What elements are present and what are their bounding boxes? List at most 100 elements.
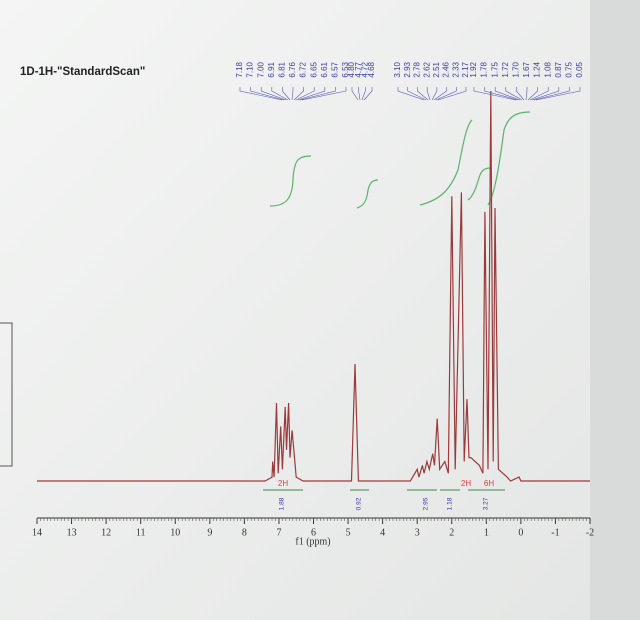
peak-label: 2.33 — [451, 61, 460, 77]
spectrum — [37, 90, 590, 482]
peak-label: 6.72 — [299, 61, 308, 77]
peak-connector — [417, 87, 429, 101]
peak-connector — [297, 87, 326, 101]
peak-connector — [293, 87, 304, 101]
peak-connector — [433, 87, 447, 101]
integral-value: 2.95 — [423, 497, 430, 510]
x-tick-label: 7 — [276, 527, 281, 538]
x-tick-label: 10 — [170, 527, 180, 538]
peak-connector — [516, 87, 525, 101]
peak-label: 2.78 — [413, 61, 422, 77]
peak-label: 1.70 — [512, 61, 521, 77]
peak-connector — [239, 87, 283, 101]
multiplicity-label: 6H — [484, 479, 494, 488]
peak-label: 1.92 — [469, 61, 478, 77]
peak-label: 2.51 — [432, 61, 441, 77]
peak-connector — [358, 87, 361, 101]
integral-curves — [269, 111, 531, 209]
peak-connector — [435, 87, 457, 101]
display — [0, 0, 600, 620]
peak-connector — [533, 87, 570, 101]
peak-label: 0.75 — [565, 61, 574, 77]
peak-connector — [301, 87, 347, 101]
x-tick-label: 4 — [380, 527, 385, 538]
peak-connector — [407, 87, 427, 101]
peak-label: 4.68 — [367, 61, 376, 77]
peak-label: 6.76 — [288, 61, 297, 77]
peak-connector — [260, 87, 287, 101]
peak-label: 2.93 — [403, 61, 412, 77]
peak-connector — [291, 87, 294, 101]
x-tick-label: 1 — [484, 527, 489, 538]
screen-edge — [590, 0, 640, 620]
peak-label: 3.10 — [393, 61, 402, 77]
peak-label: 1.72 — [501, 61, 510, 77]
x-tick-label: -2 — [586, 527, 594, 538]
peak-label: 6.57 — [331, 61, 340, 77]
x-tick-label: 2 — [449, 527, 454, 538]
x-tick-label: 8 — [242, 527, 247, 538]
peak-label: 6.65 — [309, 61, 318, 77]
peak-connector — [535, 87, 581, 101]
peak-connector — [531, 87, 560, 101]
peak-connector — [484, 87, 519, 101]
side-panel — [0, 322, 13, 467]
x-tick-label: 5 — [346, 527, 351, 538]
chart-title: 1D-1H-"StandardScan" — [20, 66, 145, 78]
x-tick-label: -1 — [551, 527, 559, 538]
multiplicity-label: 2H — [278, 479, 288, 488]
peak-label: 0.05 — [575, 61, 584, 77]
peak-label: 4.77 — [354, 61, 363, 77]
x-tick-label: 3 — [415, 527, 420, 538]
peak-connector — [397, 87, 425, 101]
integral-value: 1.18 — [447, 497, 454, 510]
integral-value: 3.27 — [483, 497, 490, 510]
peak-label: 6.61 — [320, 61, 329, 77]
peak-label: 1.08 — [543, 61, 552, 77]
peak-label: 2.62 — [422, 61, 431, 77]
peak-label: 7.18 — [235, 61, 244, 77]
x-tick-label: 0 — [518, 527, 523, 538]
peak-label: 2.17 — [461, 61, 470, 77]
peak-label: 1.75 — [490, 61, 499, 77]
peak-connector — [295, 87, 315, 101]
peak-connector — [271, 87, 289, 101]
x-tick-label: 9 — [207, 527, 212, 538]
peak-label: 1.78 — [480, 61, 489, 77]
peak-label: 4.80 — [347, 61, 356, 77]
peak-label: 2.46 — [442, 61, 451, 77]
peak-connector — [426, 87, 431, 101]
integral-value: 1.88 — [279, 497, 286, 510]
peak-connector — [529, 87, 549, 101]
peak-connector — [505, 87, 523, 101]
x-tick-label: 13 — [67, 527, 77, 538]
peak-connector — [351, 87, 359, 101]
peak-label: 6.91 — [267, 61, 276, 77]
peak-connector — [494, 87, 521, 101]
multiplicity-label: 2H — [461, 479, 471, 488]
x-axis-label: f1 (ppm) — [295, 536, 330, 547]
peak-label: 1.67 — [522, 61, 531, 77]
peak-connector — [282, 87, 291, 101]
peak-connector — [431, 87, 438, 101]
integral-value: 0.92 — [356, 497, 363, 510]
x-tick-label: 11 — [136, 527, 146, 538]
peak-label: 1.24 — [533, 61, 542, 77]
peak-connector — [473, 87, 517, 101]
peak-label: 6.53 — [341, 61, 350, 77]
x-tick-label: 12 — [101, 527, 111, 538]
peak-connector — [250, 87, 285, 101]
peak-connector — [437, 87, 467, 101]
peak-connector — [363, 87, 373, 101]
peak-connector — [525, 87, 528, 101]
peak-label: 0.87 — [554, 61, 563, 77]
peak-label: 7.00 — [256, 61, 265, 77]
peak-connector — [527, 87, 538, 101]
peak-connector — [299, 87, 336, 101]
x-tick-label: 6 — [311, 527, 316, 538]
peak-connector — [361, 87, 366, 101]
x-tick-label: 14 — [32, 527, 42, 538]
peak-label: 4.72 — [360, 61, 369, 77]
peak-label: 6.81 — [278, 61, 287, 77]
